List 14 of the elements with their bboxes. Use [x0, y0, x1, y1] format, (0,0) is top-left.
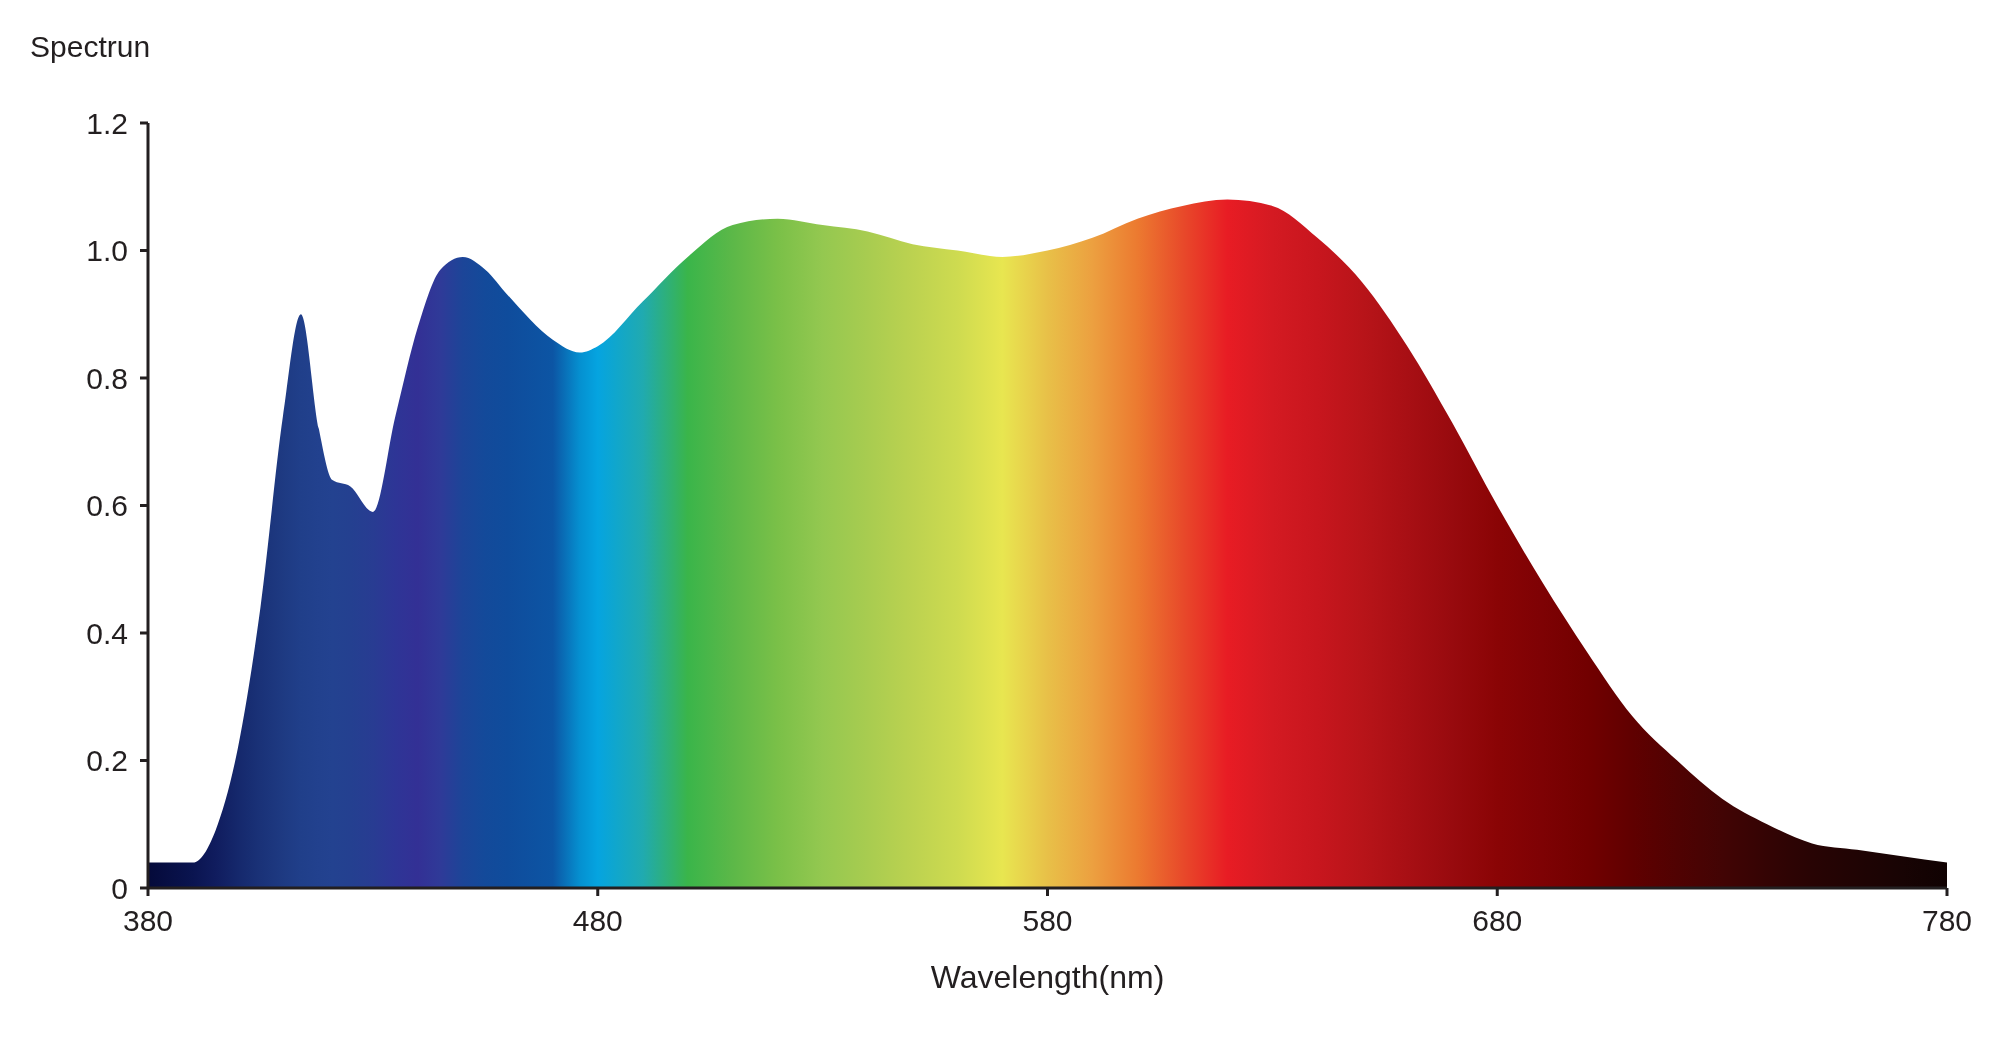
x-tick-label: 480 [572, 904, 623, 938]
y-tick-label: 0 [111, 871, 128, 905]
y-axis-title: Spectrun [30, 30, 151, 64]
x-axis-title: Wavelength(nm) [930, 959, 1165, 995]
y-tick-label: 0.2 [86, 744, 128, 778]
x-tick-label: 580 [1022, 904, 1073, 938]
y-tick-label: 0.8 [86, 361, 128, 395]
y-tick-label: 0.6 [86, 489, 128, 523]
x-tick-label: 780 [1921, 904, 1973, 938]
y-tick-label: 1.2 [86, 106, 128, 140]
x-tick-label: 380 [122, 904, 174, 938]
y-tick-label: 1.0 [86, 234, 128, 268]
x-tick-label: 680 [1472, 904, 1523, 938]
y-tick-label: 0.4 [86, 616, 128, 650]
